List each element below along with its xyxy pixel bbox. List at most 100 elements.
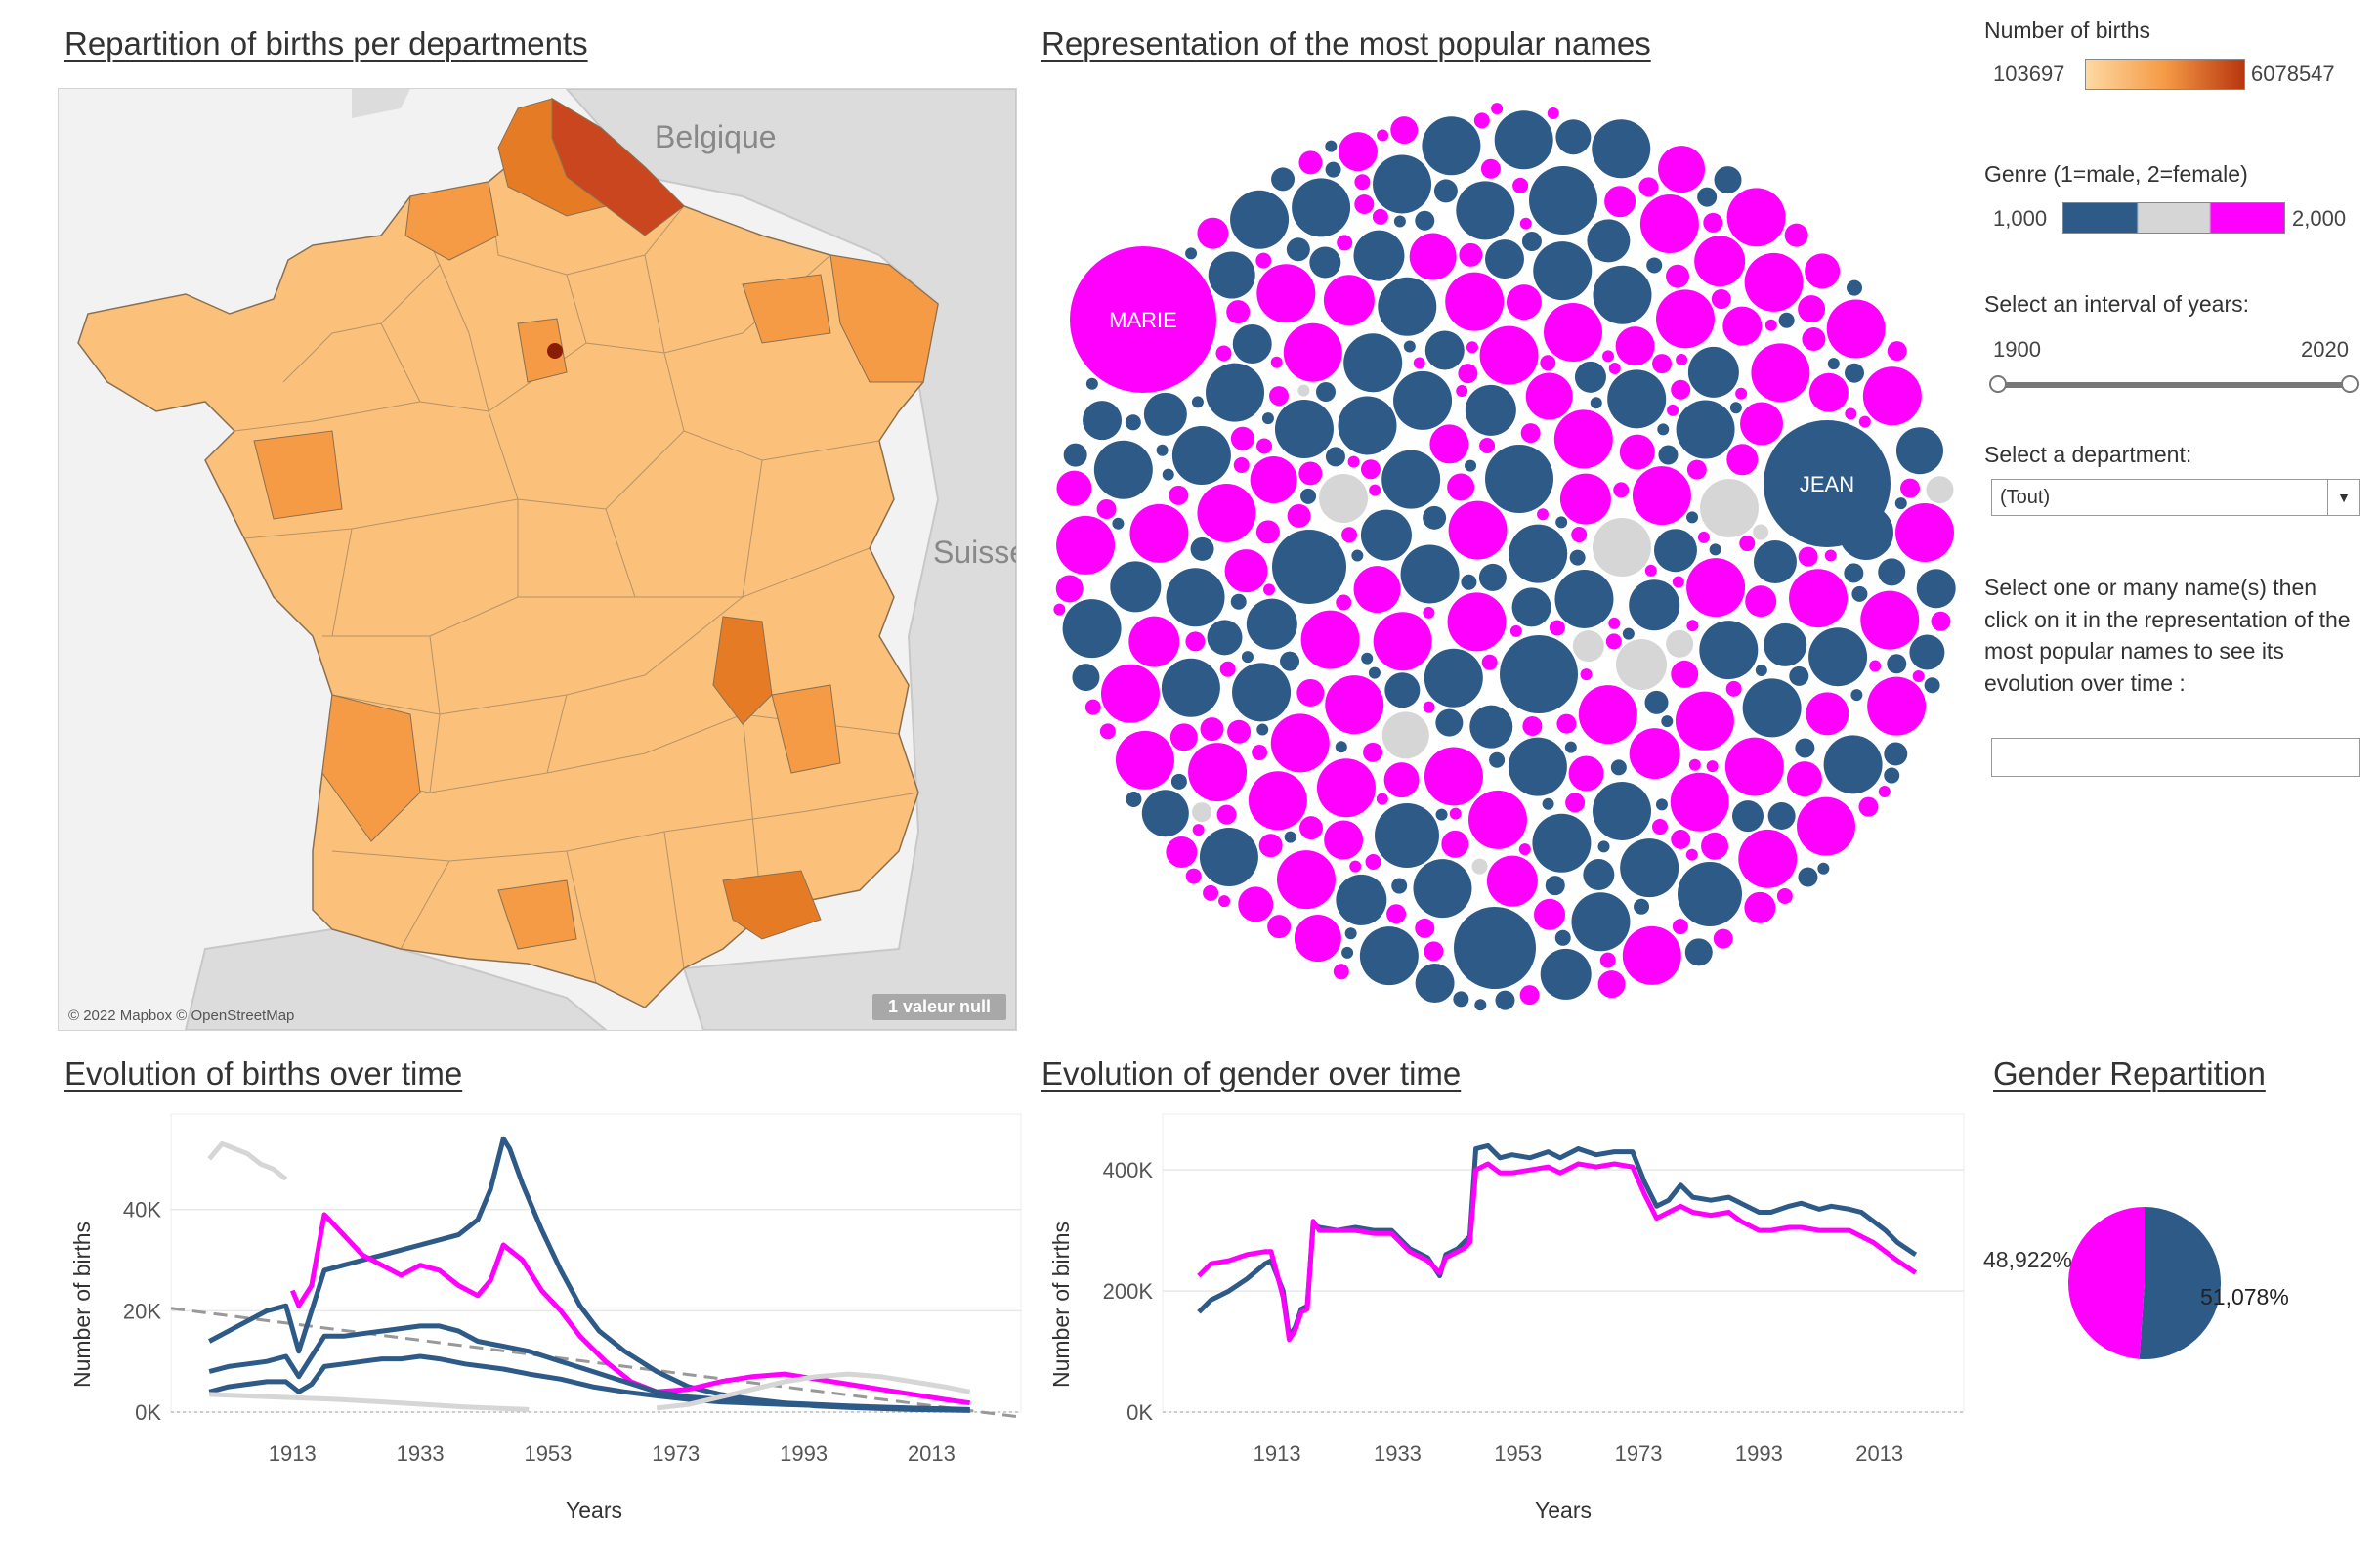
gender-pie-chart[interactable]: 48,922% 51,078% — [1974, 1173, 2380, 1388]
name-bubble[interactable] — [1555, 516, 1568, 529]
name-bubble[interactable] — [1252, 744, 1268, 760]
name-bubble[interactable] — [1143, 392, 1187, 436]
name-bubble[interactable] — [1466, 341, 1478, 354]
name-bubble[interactable] — [1361, 652, 1374, 665]
name-bubble[interactable] — [1494, 110, 1553, 170]
name-bubble[interactable] — [1341, 946, 1354, 959]
name-bubble[interactable] — [1845, 363, 1865, 383]
name-bubble[interactable] — [1053, 603, 1066, 616]
name-bubble[interactable] — [1377, 129, 1389, 142]
name-bubble[interactable] — [1478, 563, 1507, 591]
name-bubble[interactable] — [1085, 377, 1098, 390]
dept-nord-east[interactable] — [829, 254, 939, 383]
name-bubble[interactable] — [1325, 447, 1345, 467]
name-bubble[interactable] — [1489, 751, 1506, 768]
name-bubble[interactable] — [1422, 116, 1481, 176]
name-bubble[interactable] — [1506, 284, 1542, 321]
name-bubble[interactable] — [1125, 414, 1141, 431]
pie-slice-0[interactable] — [2139, 1207, 2221, 1359]
dept-garonne[interactable] — [497, 879, 577, 950]
name-bubble[interactable] — [1162, 468, 1174, 481]
name-bubble[interactable] — [1610, 759, 1627, 776]
name-bubble[interactable] — [1433, 179, 1458, 203]
name-bubble[interactable] — [1458, 364, 1478, 384]
name-bubble[interactable] — [1400, 544, 1460, 604]
name-bubble[interactable] — [1424, 941, 1444, 962]
name-bubble[interactable] — [1619, 434, 1655, 470]
dept-rhone[interactable] — [712, 616, 773, 725]
name-bubble[interactable] — [1373, 612, 1432, 671]
name-bubble[interactable] — [1569, 549, 1586, 566]
name-bubble[interactable] — [1393, 215, 1406, 228]
name-bubble[interactable] — [1731, 800, 1764, 833]
name-bubble[interactable] — [1740, 402, 1784, 446]
name-bubble[interactable] — [1368, 666, 1381, 679]
name-bubble[interactable] — [1512, 177, 1529, 193]
name-bubble[interactable] — [1644, 564, 1657, 577]
name-bubble[interactable] — [1276, 850, 1336, 910]
name-bubble[interactable] — [1384, 672, 1421, 708]
name-bubble[interactable] — [1447, 592, 1507, 652]
name-bubble[interactable] — [1508, 737, 1567, 796]
name-bubble[interactable] — [1808, 627, 1868, 687]
gender-series[interactable] — [1197, 1142, 1918, 1343]
name-bubble[interactable] — [1473, 112, 1490, 129]
name-bubble[interactable] — [1644, 690, 1669, 714]
name-bubble[interactable] — [1887, 654, 1907, 674]
name-bubble[interactable] — [1465, 384, 1516, 436]
name-bubble[interactable] — [1409, 233, 1457, 280]
name-bubble[interactable] — [1667, 404, 1679, 416]
name-bubble[interactable] — [1248, 771, 1307, 831]
name-bubble[interactable] — [1298, 461, 1323, 486]
name-bubble[interactable] — [1519, 217, 1532, 230]
gender-series-line-0[interactable] — [1197, 1142, 1918, 1340]
name-bubble[interactable] — [1661, 715, 1674, 728]
name-bubble[interactable] — [1520, 423, 1541, 444]
name-bubble[interactable] — [1537, 508, 1550, 521]
name-bubble[interactable] — [1093, 440, 1153, 499]
name-bubble[interactable] — [1805, 253, 1841, 289]
name-bubble[interactable] — [1676, 354, 1688, 366]
name-bubble[interactable] — [1226, 300, 1251, 324]
dept-isere[interactable] — [771, 684, 841, 774]
name-bubble[interactable] — [1540, 948, 1592, 1000]
name-bubble[interactable] — [1274, 399, 1334, 458]
name-bubble[interactable] — [1232, 323, 1272, 364]
name-bubble[interactable] — [1267, 915, 1292, 939]
name-bubble[interactable] — [1686, 511, 1699, 524]
name-bubble[interactable] — [1283, 322, 1342, 382]
name-bubble[interactable] — [1778, 312, 1795, 328]
name-bubble[interactable] — [1607, 369, 1667, 429]
name-bubble[interactable] — [1713, 928, 1733, 949]
name-bubble[interactable] — [1056, 515, 1116, 575]
name-bubble[interactable] — [1931, 611, 1951, 631]
dept-val-doise[interactable] — [517, 318, 568, 383]
name-bubble[interactable] — [1218, 895, 1231, 908]
dept-pas-de-calais[interactable] — [497, 98, 608, 217]
name-bubble[interactable] — [1424, 747, 1483, 806]
name-bubble[interactable] — [1555, 119, 1592, 155]
name-bubble[interactable] — [1480, 158, 1501, 179]
name-bubble[interactable] — [1369, 484, 1381, 496]
name-bubble[interactable] — [1128, 616, 1180, 667]
france-map[interactable]: Belgique Suisse © 2022 Mapbox © OpenStre… — [58, 88, 1017, 1031]
name-bubble[interactable] — [1751, 343, 1810, 403]
name-bubble[interactable] — [1347, 455, 1360, 468]
name-bubble[interactable] — [1700, 479, 1759, 537]
name-bubble[interactable] — [1655, 289, 1715, 349]
map-canvas[interactable]: Belgique Suisse — [59, 89, 1016, 1030]
name-bubble[interactable] — [1353, 566, 1401, 614]
name-bubble[interactable] — [1338, 396, 1397, 455]
name-bubble[interactable] — [1742, 678, 1802, 738]
name-bubble[interactable] — [1456, 181, 1515, 240]
name-bubble[interactable] — [1509, 624, 1522, 637]
name-bubble[interactable] — [1559, 473, 1611, 525]
name-bubble[interactable] — [1571, 527, 1588, 543]
name-bubble[interactable] — [1827, 358, 1840, 370]
name-bubble[interactable] — [1622, 627, 1635, 640]
name-bubble[interactable] — [1415, 210, 1435, 231]
name-bubble[interactable] — [1887, 341, 1907, 362]
name-bubble[interactable] — [1634, 898, 1650, 915]
name-bubble[interactable] — [1867, 676, 1927, 736]
